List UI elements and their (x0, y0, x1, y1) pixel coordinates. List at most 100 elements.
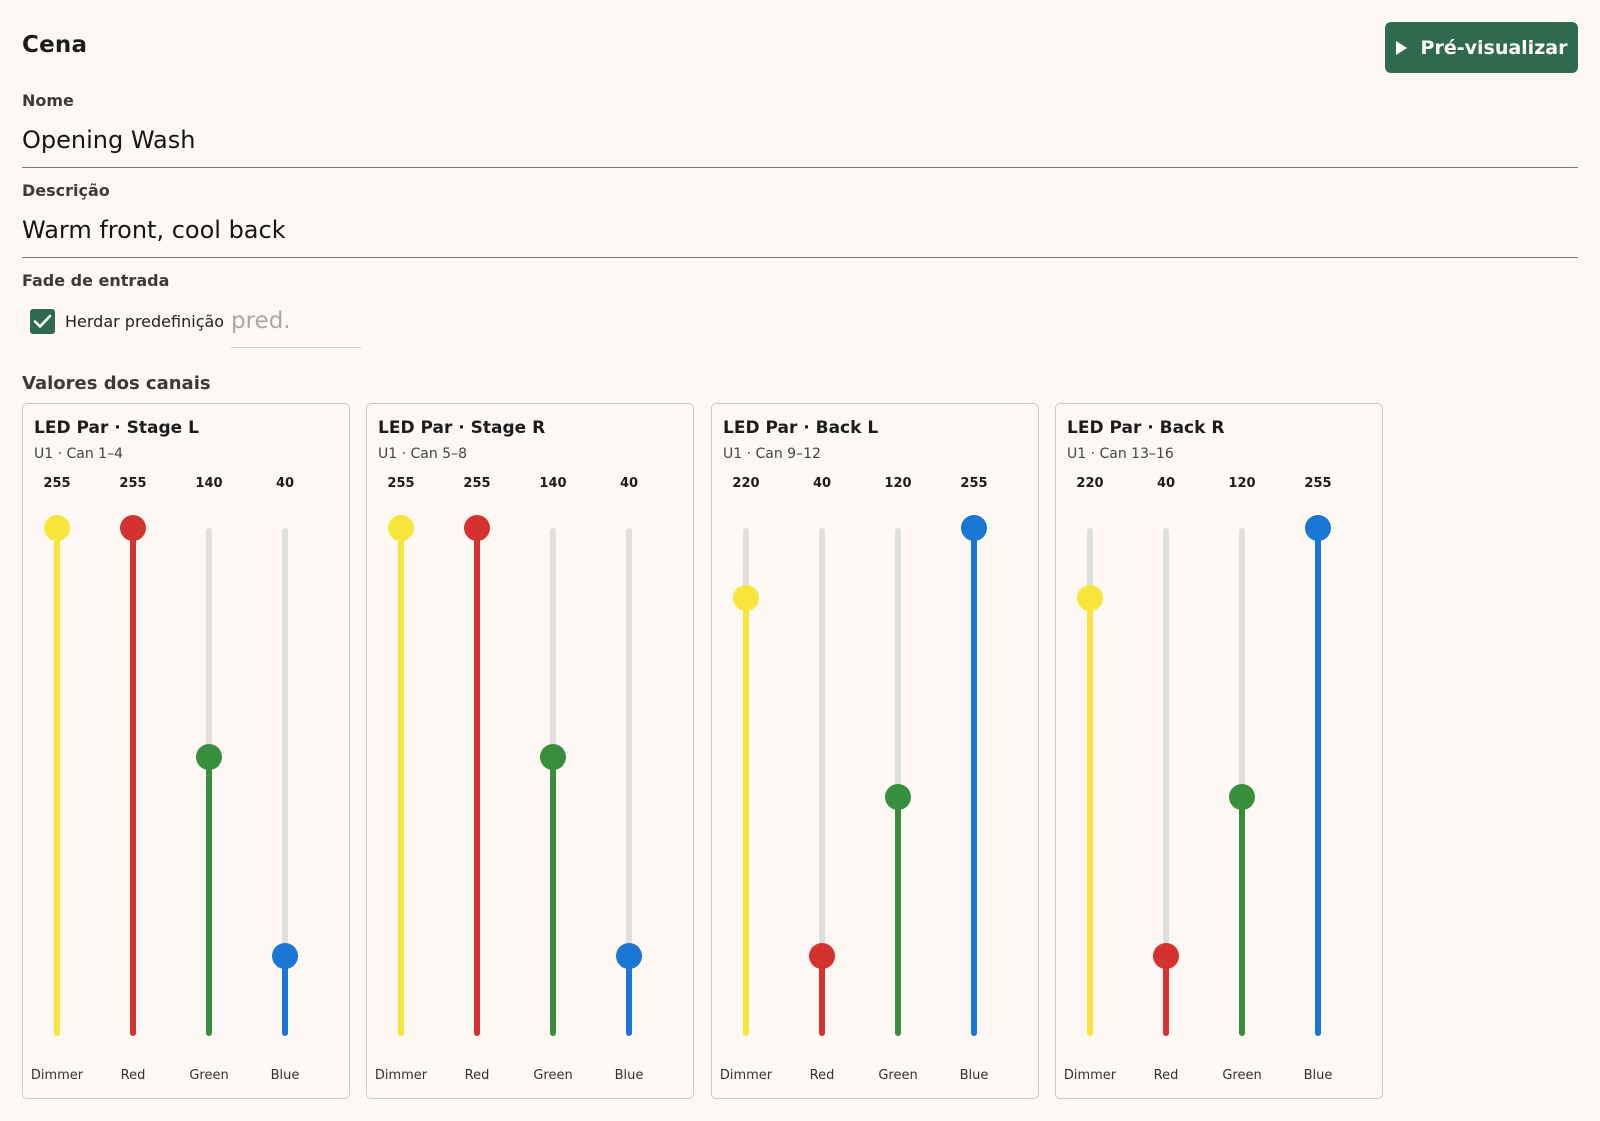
slider-fill (1087, 597, 1093, 1036)
channel-values-label: Valores dos canais (22, 373, 211, 394)
channel-label: Blue (614, 1068, 644, 1083)
slider-fill (626, 956, 632, 1036)
slider-thumb[interactable] (120, 515, 146, 541)
slider-thumb[interactable] (464, 515, 490, 541)
fixture-address: U1 · Can 1–4 (34, 446, 123, 462)
fixture-title: LED Par · Stage L (34, 418, 199, 438)
channel-value: 40 (619, 476, 639, 491)
slider-fill (474, 528, 480, 1036)
slider-fill (1239, 796, 1245, 1036)
channel-blue: 40 Blue (247, 404, 323, 1100)
slider-thumb[interactable] (272, 943, 298, 970)
channel-value: 40 (812, 476, 832, 491)
fixture-address: U1 · Can 13–16 (1067, 446, 1174, 462)
channel-value: 255 (119, 476, 147, 491)
slider-thumb[interactable] (196, 744, 222, 771)
channel-dimmer: 255 Dimmer (19, 404, 95, 1100)
channel-value: 255 (387, 476, 415, 491)
slider-track[interactable] (282, 528, 288, 1036)
channel-blue: 255 Blue (1280, 404, 1356, 1100)
slider-thumb[interactable] (885, 783, 911, 810)
channel-label: Blue (959, 1068, 989, 1083)
checkmark-icon (33, 314, 52, 328)
slider-fill (1315, 528, 1321, 1036)
slider-fill (895, 796, 901, 1036)
channel-blue: 40 Blue (591, 404, 667, 1100)
slider-thumb[interactable] (1077, 584, 1103, 611)
inherit-default-row[interactable]: Herdar predefinição (30, 309, 224, 334)
page-title: Cena (22, 32, 88, 58)
slider-fill (206, 757, 212, 1036)
channel-value: 255 (1304, 476, 1332, 491)
fade-in-label: Fade de entrada (22, 271, 170, 290)
name-label: Nome (22, 91, 74, 110)
slider-track[interactable] (1239, 528, 1245, 1036)
channel-label: Dimmer (719, 1068, 773, 1083)
slider-thumb[interactable] (1305, 515, 1331, 541)
slider-track[interactable] (1163, 528, 1169, 1036)
channel-value: 255 (463, 476, 491, 491)
slider-thumb[interactable] (1229, 783, 1255, 810)
inherit-default-label: Herdar predefinição (65, 312, 225, 331)
channel-red: 255 Red (439, 404, 515, 1100)
channel-green: 140 Green (171, 404, 247, 1100)
channel-value: 140 (195, 476, 223, 491)
fixture-card: LED Par · Back R U1 · Can 13–16 220 Dimmer 4… (1055, 403, 1383, 1099)
channel-dimmer: 220 Dimmer (708, 404, 784, 1100)
channel-value: 220 (732, 476, 760, 491)
fixture-title: LED Par · Back L (723, 418, 879, 438)
slider-fill (282, 956, 288, 1036)
description-input[interactable]: Warm front, cool back (22, 206, 1578, 258)
slider-track[interactable] (819, 528, 825, 1036)
slider-thumb[interactable] (540, 744, 566, 771)
channel-label: Red (1153, 1068, 1179, 1083)
channel-label: Green (1222, 1068, 1262, 1083)
slider-thumb[interactable] (388, 515, 414, 541)
slider-fill (971, 528, 977, 1036)
channel-label: Red (464, 1068, 490, 1083)
fixture-address: U1 · Can 5–8 (378, 446, 467, 462)
slider-fill (550, 757, 556, 1036)
fade-in-input[interactable]: pred. (231, 300, 361, 348)
channel-red: 40 Red (784, 404, 860, 1100)
slider-fill (819, 956, 825, 1036)
channel-label: Blue (1303, 1068, 1333, 1083)
slider-thumb[interactable] (733, 584, 759, 611)
name-input[interactable]: Opening Wash (22, 116, 1578, 168)
preview-button[interactable]: Pré-visualizar (1385, 22, 1578, 73)
preview-button-label: Pré-visualizar (1420, 36, 1568, 59)
channel-value: 220 (1076, 476, 1104, 491)
channel-label: Dimmer (374, 1068, 428, 1083)
channel-value: 40 (1156, 476, 1176, 491)
slider-thumb[interactable] (1153, 943, 1179, 970)
channel-label: Dimmer (30, 1068, 84, 1083)
channel-red: 40 Red (1128, 404, 1204, 1100)
fixture-card: LED Par · Stage R U1 · Can 5–8 255 Dimmer 25… (366, 403, 694, 1099)
channel-label: Dimmer (1063, 1068, 1117, 1083)
slider-thumb[interactable] (616, 943, 642, 970)
inherit-default-checkbox[interactable] (30, 309, 55, 334)
channel-blue: 255 Blue (936, 404, 1012, 1100)
channel-label: Green (878, 1068, 918, 1083)
channel-dimmer: 220 Dimmer (1052, 404, 1128, 1100)
fixture-address: U1 · Can 9–12 (723, 446, 821, 462)
channel-value: 120 (1228, 476, 1256, 491)
slider-thumb[interactable] (961, 515, 987, 541)
channel-label: Red (120, 1068, 146, 1083)
channel-label: Blue (270, 1068, 300, 1083)
channel-green: 120 Green (860, 404, 936, 1100)
slider-fill (743, 597, 749, 1036)
channel-label: Green (533, 1068, 573, 1083)
slider-track[interactable] (626, 528, 632, 1036)
slider-fill (130, 528, 136, 1036)
slider-fill (54, 528, 60, 1036)
slider-thumb[interactable] (809, 943, 835, 970)
channel-value: 255 (43, 476, 71, 491)
play-icon (1395, 40, 1407, 55)
channel-red: 255 Red (95, 404, 171, 1100)
channel-green: 120 Green (1204, 404, 1280, 1100)
slider-track[interactable] (895, 528, 901, 1036)
slider-thumb[interactable] (44, 515, 70, 541)
slider-fill (398, 528, 404, 1036)
